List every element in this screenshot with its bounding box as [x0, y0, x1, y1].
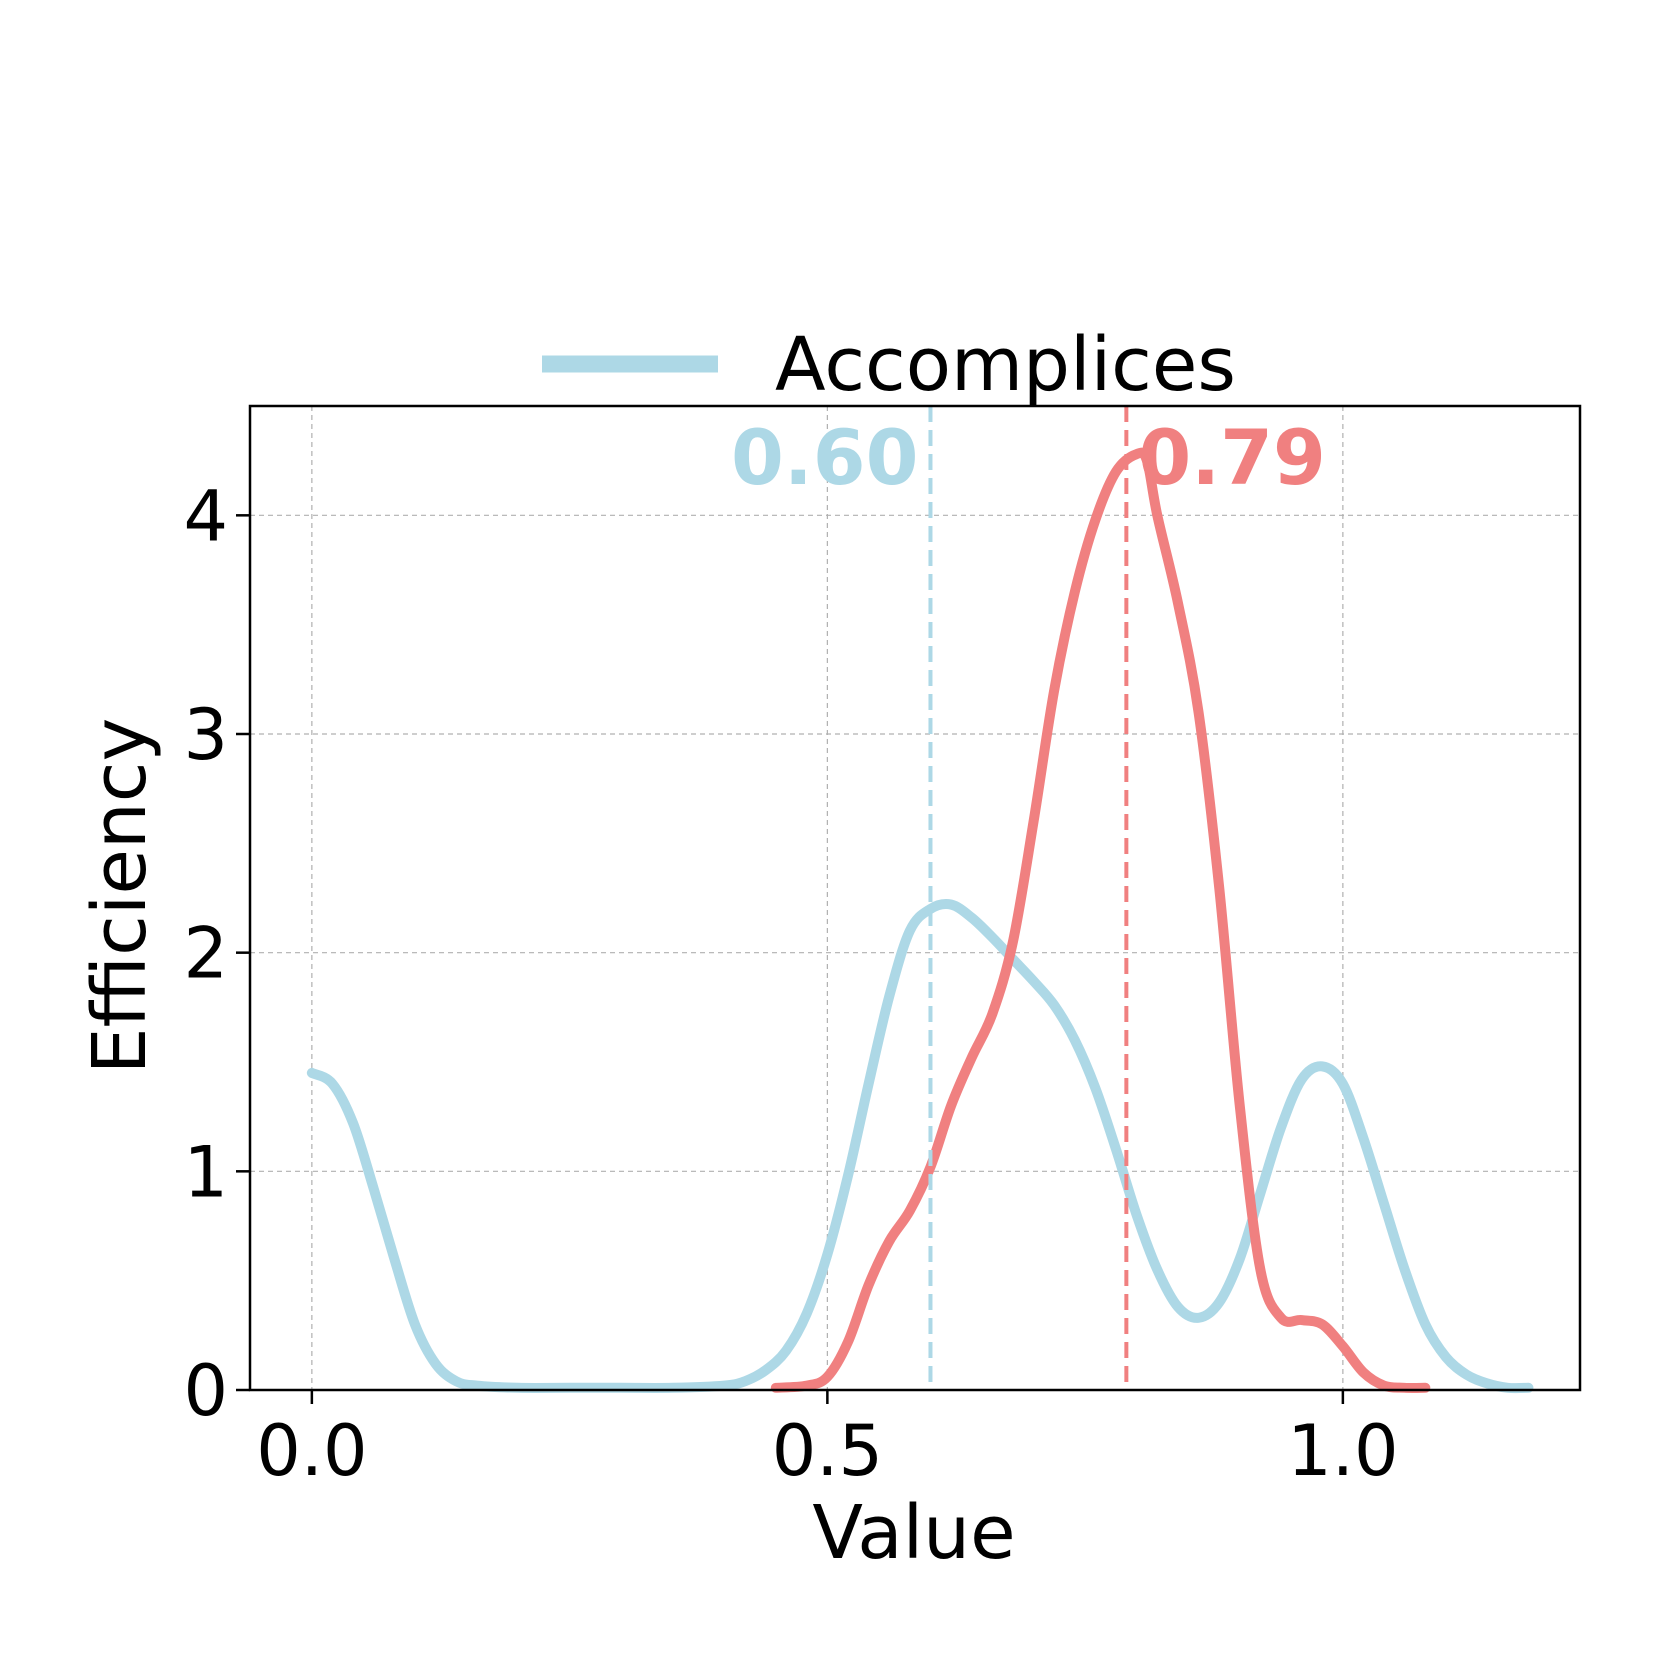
y-tick-label: 3 — [183, 694, 228, 776]
y-tick-label: 4 — [183, 475, 228, 557]
x-tick-label: 0.5 — [772, 1410, 883, 1492]
x-axis-title: Value — [812, 1490, 1015, 1576]
grid — [250, 406, 1580, 1390]
annotation-layer: 0.60 0.79 — [731, 413, 1326, 502]
y-tick-label: 1 — [183, 1131, 228, 1213]
y-axis-title: Efficiency — [77, 718, 163, 1074]
y-tick-label: 2 — [183, 913, 228, 995]
vline-layer — [928, 406, 1129, 1390]
legend: Accomplices — [542, 322, 1236, 408]
x-tick-label: 0.0 — [256, 1410, 367, 1492]
series-line-accomplices — [306, 899, 1534, 1394]
vline-label-1: 0.60 — [731, 413, 919, 502]
plot-frame — [248, 404, 1582, 1392]
x-tick-label: 1.0 — [1287, 1410, 1398, 1492]
legend-label-accomplices: Accomplices — [775, 322, 1236, 408]
y-tick-label: 0 — [183, 1350, 228, 1432]
tick-layer: 0.0 0.5 1.0 0 1 2 3 4 — [183, 475, 1398, 1492]
vline-label-2: 0.79 — [1138, 413, 1326, 502]
